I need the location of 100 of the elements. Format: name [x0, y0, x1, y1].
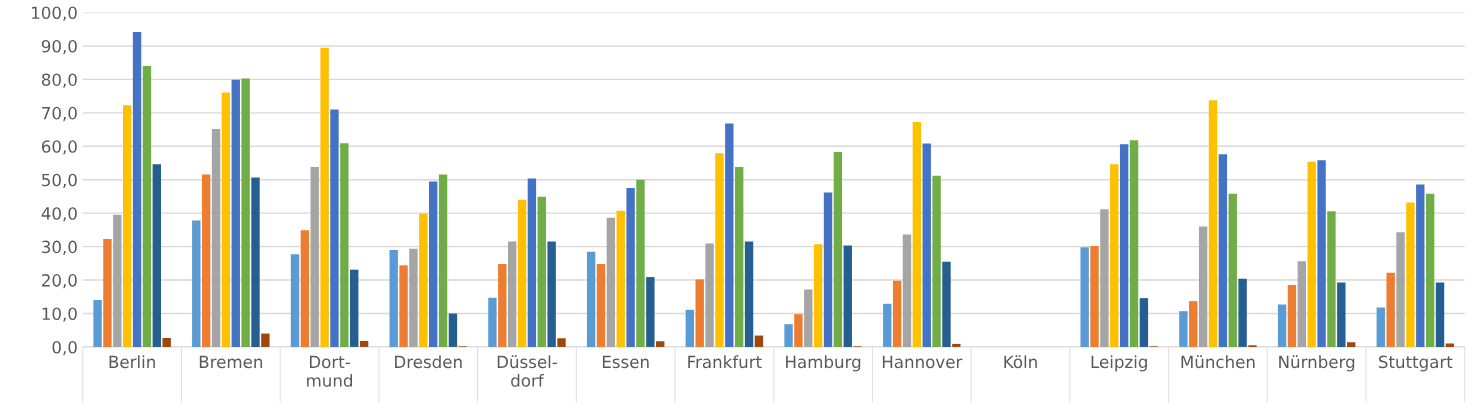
bar [1307, 161, 1316, 347]
bar [261, 333, 270, 347]
bar [784, 324, 793, 347]
bar [448, 313, 458, 347]
bar [221, 92, 231, 347]
y-tick-label: 10,0 [42, 307, 77, 322]
x-tick-label: Dort- mund [307, 355, 352, 387]
bar [1218, 154, 1228, 347]
bar [1337, 282, 1346, 347]
y-tick-label: 50,0 [42, 173, 77, 189]
bar [122, 105, 132, 347]
bar [399, 265, 408, 347]
y-tick-label: 40,0 [41, 207, 77, 222]
bar [1406, 202, 1415, 347]
bar [547, 241, 556, 347]
bar [705, 243, 714, 347]
bar [804, 289, 813, 347]
x-tick-label: Bremen [199, 355, 263, 369]
bar [922, 143, 931, 347]
bar [132, 31, 142, 347]
y-tick-label: 20,0 [42, 274, 77, 289]
bar [1425, 193, 1435, 347]
bar [113, 214, 122, 347]
bar [1327, 211, 1336, 347]
bar [537, 196, 546, 347]
bar [340, 143, 349, 347]
bar [1317, 160, 1326, 347]
bar [320, 47, 329, 347]
bar [290, 254, 300, 347]
bar [1139, 298, 1149, 347]
bar [1119, 144, 1129, 347]
bar [843, 245, 852, 347]
bar [1435, 282, 1445, 347]
bar [507, 241, 517, 347]
bar [586, 251, 596, 347]
bar [1090, 245, 1099, 347]
bar [1100, 209, 1109, 347]
bar [813, 244, 823, 347]
bar [883, 303, 892, 347]
y-tick-label: 80,0 [41, 73, 77, 88]
x-tick-label: München [1181, 355, 1255, 369]
bar [1238, 278, 1247, 347]
y-tick-label: 70,0 [42, 106, 77, 122]
bar [557, 338, 566, 347]
x-tick-label: Frankfurt [688, 355, 762, 369]
bar [419, 213, 428, 347]
bar [350, 269, 359, 347]
bar [241, 78, 250, 347]
bar [330, 109, 339, 347]
bar [1189, 301, 1198, 347]
bar [498, 264, 507, 347]
bar [725, 123, 734, 347]
bar [606, 217, 616, 347]
bar [616, 210, 625, 347]
bar [1416, 184, 1425, 347]
x-tick-label: Dresden [395, 355, 462, 369]
x-tick-label: Nürnberg [1279, 355, 1355, 372]
bar [1208, 100, 1218, 347]
bar [1129, 140, 1139, 347]
bar [192, 220, 201, 347]
bar [932, 175, 941, 347]
bar [734, 167, 744, 347]
bar [715, 153, 724, 347]
bar [300, 230, 310, 347]
y-tick-label: 90,0 [41, 39, 77, 55]
bar [201, 174, 211, 347]
bar [1396, 232, 1405, 347]
y-tick-label: 60,0 [41, 140, 77, 155]
y-tick-label: 0,0 [52, 340, 77, 356]
bar [1297, 261, 1307, 347]
y-tick-label: 100,0 [32, 6, 77, 21]
bar [1228, 193, 1237, 347]
bar [656, 341, 665, 347]
bar [1110, 164, 1119, 347]
x-tick-label: Hannover [882, 355, 963, 369]
bar [1179, 311, 1188, 347]
bar [142, 66, 152, 347]
bar [438, 174, 448, 347]
x-tick-label: Berlin [109, 355, 155, 369]
x-tick-label: Leipzig [1091, 355, 1147, 372]
bar [596, 264, 606, 347]
bar [389, 249, 398, 347]
bar [902, 234, 912, 347]
bar [1080, 247, 1089, 347]
bar [310, 167, 319, 347]
bar [162, 337, 171, 347]
bar [251, 177, 260, 347]
bar [794, 314, 803, 347]
x-tick-label: Hamburg [786, 355, 861, 372]
bar [1287, 285, 1297, 347]
bar [103, 238, 112, 347]
bar [428, 181, 438, 347]
bar [1386, 272, 1395, 347]
bar [152, 164, 161, 347]
x-tick-label: Düssel- dorf [497, 355, 557, 387]
bar [952, 343, 961, 347]
bar [1376, 307, 1385, 347]
x-tick-label: Essen [602, 355, 649, 369]
x-tick-label: Köln [1004, 355, 1037, 369]
bar [409, 248, 418, 347]
